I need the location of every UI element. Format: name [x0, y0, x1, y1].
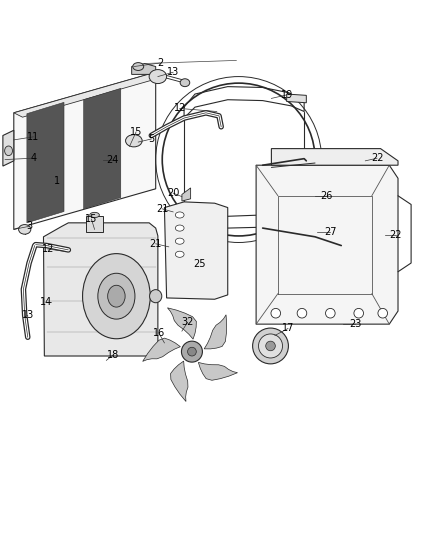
- Text: 3: 3: [26, 221, 32, 231]
- Polygon shape: [132, 63, 155, 75]
- Text: 16: 16: [152, 328, 165, 338]
- Text: 27: 27: [324, 228, 336, 237]
- Polygon shape: [164, 202, 228, 299]
- Polygon shape: [14, 72, 155, 229]
- Text: 25: 25: [193, 260, 205, 269]
- Text: 15: 15: [85, 214, 98, 224]
- Text: 13: 13: [167, 67, 179, 77]
- Text: 20: 20: [167, 188, 179, 198]
- Polygon shape: [204, 315, 226, 349]
- Polygon shape: [256, 165, 398, 324]
- Polygon shape: [43, 223, 158, 356]
- Text: 12: 12: [42, 244, 54, 254]
- Text: 22: 22: [389, 230, 402, 240]
- Ellipse shape: [180, 79, 190, 87]
- Ellipse shape: [150, 289, 162, 303]
- Text: 15: 15: [130, 127, 142, 137]
- Text: 21: 21: [149, 239, 162, 249]
- Polygon shape: [170, 361, 188, 401]
- Ellipse shape: [354, 309, 364, 318]
- Polygon shape: [143, 338, 180, 361]
- Ellipse shape: [126, 135, 142, 147]
- Ellipse shape: [253, 328, 288, 364]
- Polygon shape: [86, 216, 103, 231]
- Text: 21: 21: [156, 204, 169, 214]
- Ellipse shape: [5, 146, 12, 156]
- Text: 26: 26: [320, 191, 332, 201]
- Text: 18: 18: [107, 350, 120, 360]
- Polygon shape: [84, 88, 121, 209]
- Text: 14: 14: [40, 297, 53, 308]
- Text: 13: 13: [21, 310, 34, 320]
- Text: 24: 24: [106, 155, 118, 165]
- Ellipse shape: [98, 273, 135, 319]
- Text: 12: 12: [173, 103, 186, 114]
- Ellipse shape: [108, 285, 125, 307]
- Ellipse shape: [258, 334, 283, 358]
- Ellipse shape: [149, 70, 166, 84]
- Ellipse shape: [175, 212, 184, 218]
- Ellipse shape: [175, 238, 184, 244]
- Ellipse shape: [175, 251, 184, 257]
- Text: 4: 4: [30, 153, 36, 163]
- Text: 32: 32: [181, 317, 194, 327]
- Ellipse shape: [378, 309, 388, 318]
- Text: 2: 2: [157, 58, 163, 68]
- Text: 1: 1: [54, 176, 60, 187]
- Ellipse shape: [133, 62, 144, 70]
- Ellipse shape: [175, 225, 184, 231]
- Text: 5: 5: [148, 134, 155, 144]
- Polygon shape: [27, 102, 64, 223]
- Ellipse shape: [162, 83, 315, 236]
- Polygon shape: [182, 188, 191, 201]
- Text: 17: 17: [282, 324, 294, 334]
- Text: 19: 19: [281, 90, 293, 100]
- Ellipse shape: [18, 224, 31, 234]
- Polygon shape: [198, 362, 237, 380]
- Ellipse shape: [181, 341, 202, 362]
- Text: 11: 11: [27, 132, 39, 142]
- Text: 23: 23: [349, 319, 361, 329]
- Polygon shape: [272, 149, 398, 165]
- Ellipse shape: [297, 309, 307, 318]
- Ellipse shape: [266, 341, 276, 351]
- Polygon shape: [3, 130, 14, 166]
- Polygon shape: [287, 94, 306, 103]
- Ellipse shape: [90, 212, 99, 217]
- Ellipse shape: [325, 309, 335, 318]
- Ellipse shape: [187, 348, 196, 356]
- Ellipse shape: [82, 254, 150, 339]
- Polygon shape: [167, 308, 196, 339]
- Polygon shape: [14, 72, 164, 117]
- Ellipse shape: [271, 309, 281, 318]
- Text: 22: 22: [371, 153, 383, 163]
